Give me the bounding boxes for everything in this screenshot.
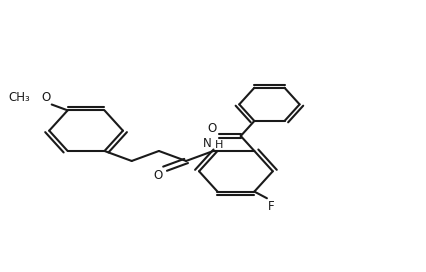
Text: F: F: [268, 200, 275, 213]
Text: O: O: [207, 122, 217, 135]
Text: O: O: [154, 169, 163, 183]
Text: H: H: [215, 140, 223, 150]
Text: CH₃: CH₃: [8, 91, 30, 104]
Text: O: O: [41, 91, 50, 104]
Text: N: N: [202, 137, 211, 150]
